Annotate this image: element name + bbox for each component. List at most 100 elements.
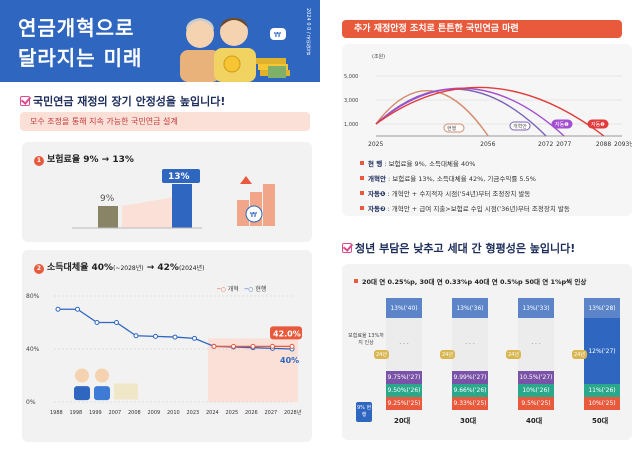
age-column: 13%('28) 12%('27) 11%('26) 10%('25) xyxy=(584,298,620,410)
bullet-list: 현 행 : 보험료율 9%, 소득대체율 40% 개혁안 : 보험료율 13%,… xyxy=(360,158,570,213)
x-tick-label: 2027 xyxy=(265,410,278,416)
x-tick-label: 2056 xyxy=(480,141,495,148)
series-tag-label: 자동❶ xyxy=(555,121,569,128)
left-panel: 연금개혁으로 달라지는 미래 2024 0 0 / 국민연금 ₩ 국민연금 재정… xyxy=(0,0,320,453)
age-column: 13%('36) · · · 9.99%('27) 9.66%('26) 9.33%('… xyxy=(452,298,488,410)
hero-title-line2: 달라지는 미래 xyxy=(18,46,143,70)
age-label: 30대 xyxy=(460,417,477,425)
data-point xyxy=(133,333,139,339)
rate-seg: 9.5%('25) xyxy=(518,397,554,410)
series-tag-label: 개혁안 xyxy=(513,123,527,130)
replacement-rate-chart: 0% 40% 80% 1988 1998 1999 2007 2008 2009 2010 2023… xyxy=(26,293,302,416)
x-tick-label: 1988 xyxy=(50,410,63,416)
legend: ─○ 개혁 ─○ 현행 xyxy=(217,286,267,293)
reform-label: 42.0% xyxy=(273,329,301,338)
data-point xyxy=(114,320,119,325)
increase-note: 20대 연 0.25%p, 30대 연 0.33%p 40대 연 0.5%p 5… xyxy=(354,276,586,286)
y-unit: (조원) xyxy=(372,53,385,60)
x-tick-label: 2008 xyxy=(128,410,141,416)
elderly-couple-illustration xyxy=(74,368,138,401)
rate-seg: 10.5%('27) xyxy=(518,371,554,384)
section-heading-right: 청년 부담은 낮추고 세대 간 형평성은 높입니다! xyxy=(342,240,575,256)
hero-title-line1: 연금개혁으로 xyxy=(18,16,135,40)
right-banner: 추가 재정안정 조치로 튼튼한 국민연금 마련 xyxy=(342,20,622,38)
x-tick-label: 2010 xyxy=(167,410,180,416)
year-bubble: 24년 xyxy=(374,350,389,359)
rate-top-seg: 13%('33) xyxy=(518,298,554,318)
data-point xyxy=(172,334,178,340)
rate-top-seg: 13%('36) xyxy=(452,298,488,318)
age-column: 13%('33) · · · 10.5%('27) 10%('26) 9.5%('25) xyxy=(518,298,554,410)
rate-seg: 9.33%('25) xyxy=(452,397,488,410)
fund-series-line xyxy=(375,87,565,137)
data-point xyxy=(192,335,197,341)
rate-top-seg: 13%('40) xyxy=(386,298,422,318)
year-bubble: 24년 xyxy=(440,350,455,359)
card2-title: 2 소득대체율 40%(~2028년) → 42%(2024년) xyxy=(34,260,204,274)
x-tick-label: 2007 xyxy=(109,410,122,416)
x-tick-label: 2088 xyxy=(596,141,611,148)
bullet-item: 현 행 : 보험료율 9%, 소득대체율 40% xyxy=(360,158,570,168)
data-point xyxy=(289,343,295,349)
series-tag-label: 자동❷ xyxy=(591,121,605,128)
x-tick-label: 2025 xyxy=(368,141,383,148)
x-tick-label: 1999 xyxy=(89,410,102,416)
bar-label-13: 13% xyxy=(168,172,190,182)
svg-text:₩: ₩ xyxy=(274,31,281,39)
data-point xyxy=(231,343,236,349)
svg-text:₩: ₩ xyxy=(250,211,257,219)
section-heading-left: 국민연금 재정의 장기 안정성을 높입니다! xyxy=(20,93,225,109)
x-tick-label: 2026 xyxy=(245,410,258,416)
data-point xyxy=(75,306,80,312)
rate-top-seg: 13%('28) xyxy=(584,298,620,318)
x-tick-label: 2025 xyxy=(226,410,239,416)
year-bubble: 24년 xyxy=(506,350,521,359)
check-icon xyxy=(342,243,352,253)
x-tick-label: 2009 xyxy=(148,410,161,416)
data-point xyxy=(55,306,61,312)
right-panel: 추가 재정안정 조치로 튼튼한 국민연금 마련 (조원) 1,000 3,000 5,… xyxy=(320,0,640,453)
rate-seg: 10%('26) xyxy=(518,384,554,397)
series-tag xyxy=(551,119,573,129)
y-tick-label: 5,000 xyxy=(344,74,358,80)
age-label: 20대 xyxy=(394,417,411,425)
fund-series-line xyxy=(375,86,605,137)
y-tick-label: 0% xyxy=(26,399,36,406)
age-label: 40대 xyxy=(526,417,543,425)
card-replacement-rate: 2 소득대체율 40%(~2028년) → 42%(2024년) ─○ 개혁 ─○… xyxy=(22,250,312,442)
x-tick-label: 2077 xyxy=(556,141,571,148)
y-tick-label: 80% xyxy=(26,293,40,300)
premium-bar-chart: 9% 13% ₩ xyxy=(72,169,275,229)
data-point xyxy=(211,343,217,349)
bar-13pct xyxy=(172,184,192,228)
data-point xyxy=(270,343,275,349)
bullet-item: 개혁안 : 보험료율 13%, 소득대체율 42%, 기금수익률 5.5% xyxy=(360,173,570,183)
series-tag xyxy=(587,119,609,129)
series-tag xyxy=(443,123,465,133)
fund-series-line xyxy=(375,89,489,137)
fund-projection-chart: (조원) 1,000 3,000 5,000 2025 2056 2072 2077 2088 2… xyxy=(344,53,632,148)
bar-label-9: 9% xyxy=(100,194,115,204)
side-label: 보험료율 13%까지 인상 xyxy=(348,333,384,346)
series-tag-label: 현행 xyxy=(447,125,457,132)
hero-banner: 연금개혁으로 달라지는 미래 2024 0 0 / 국민연금 ₩ xyxy=(0,0,320,82)
series-tag xyxy=(509,121,531,131)
x-tick-label: 2023 xyxy=(187,410,200,416)
x-tick-label: 2024 xyxy=(206,410,219,416)
check-icon xyxy=(20,96,30,106)
card1-title: 1 보험료율 9% → 13% xyxy=(34,152,134,166)
rate-seg: 9.50%('26) xyxy=(386,384,422,397)
y-tick-label: 3,000 xyxy=(344,98,358,104)
rate-gap-seg: · · · xyxy=(386,318,422,371)
fund-card: (조원) 1,000 3,000 5,000 2025 2056 2072 2077 2088 2… xyxy=(342,44,632,216)
rate-seg: 10%('25) xyxy=(584,397,620,410)
x-tick-label: 2028년 xyxy=(284,409,302,416)
rate-seg: 9.25%('25) xyxy=(386,397,422,410)
rate-seg: 9.66%('26) xyxy=(452,384,488,397)
generation-card: 20대 연 0.25%p, 30대 연 0.33%p 40대 연 0.5%p 5… xyxy=(342,264,632,440)
subheading-pill: 모수 조정을 통해 지속 가능한 국민연금 설계 xyxy=(20,112,310,131)
rate-seg: 9.75%('27) xyxy=(386,371,422,384)
y-tick-label: 40% xyxy=(26,346,40,353)
rate-seg: 11%('26) xyxy=(584,384,620,397)
rate-seg: 9.99%('27) xyxy=(452,371,488,384)
